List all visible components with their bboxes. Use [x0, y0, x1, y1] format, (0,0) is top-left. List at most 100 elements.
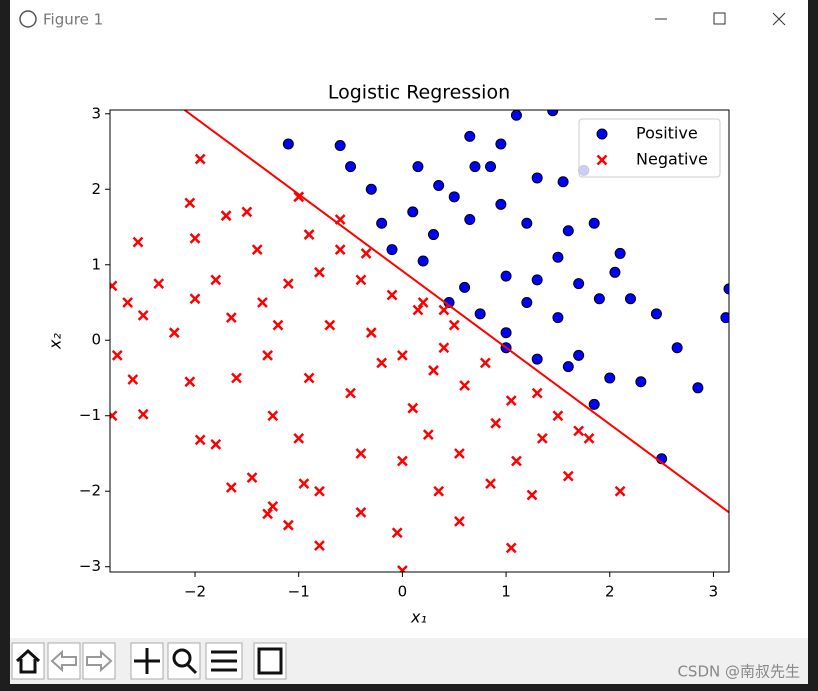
point [365, 183, 377, 195]
point [448, 191, 460, 203]
home-button[interactable] [11, 642, 45, 680]
point [376, 217, 388, 229]
point [454, 448, 465, 459]
point [562, 470, 574, 482]
point [334, 139, 346, 151]
point [407, 206, 419, 218]
point [438, 342, 450, 354]
point [433, 485, 445, 497]
x-axis-label: x₁ [410, 608, 427, 627]
point [531, 172, 543, 184]
point [127, 374, 139, 385]
point [609, 266, 621, 278]
point [397, 455, 408, 467]
y-axis-label: x₂ [46, 332, 65, 349]
point [464, 213, 476, 225]
point [720, 312, 729, 324]
point [604, 372, 616, 384]
point [345, 387, 356, 399]
point [723, 283, 729, 295]
legend-marker [596, 128, 608, 140]
point [386, 289, 398, 301]
window-body [10, 0, 808, 684]
point [334, 244, 346, 256]
point [267, 410, 279, 422]
x-tick-label: −1 [288, 583, 310, 601]
toolbar-icons [15, 647, 283, 675]
point [272, 319, 284, 331]
point [282, 519, 294, 531]
x-tick-label: 2 [605, 583, 615, 601]
point [474, 308, 486, 320]
point [110, 280, 118, 292]
point [552, 410, 564, 422]
point [137, 309, 149, 321]
legend-marker [596, 154, 608, 166]
y-tick-label: 2 [91, 180, 101, 198]
close-button[interactable] [772, 12, 786, 26]
point [614, 247, 626, 259]
point [407, 402, 419, 414]
point [314, 540, 325, 551]
point [448, 319, 460, 331]
x-tick-label: 3 [709, 583, 719, 601]
point [210, 274, 222, 286]
point [293, 432, 305, 444]
point [153, 278, 165, 290]
point [485, 161, 497, 173]
point [562, 361, 574, 373]
point [262, 508, 273, 520]
legend-label: Positive [636, 124, 698, 143]
axes-frame [109, 109, 730, 573]
point [267, 500, 279, 512]
point [184, 197, 196, 209]
point [282, 278, 294, 290]
point [386, 244, 398, 256]
point [282, 138, 294, 150]
point [412, 304, 424, 316]
point [355, 506, 367, 518]
x-tick-label: −2 [184, 583, 206, 601]
point [262, 349, 273, 361]
decision-boundary [182, 110, 729, 514]
plot [110, 110, 729, 572]
point [355, 448, 367, 459]
point [303, 372, 315, 384]
y-tick-label: 1 [91, 255, 101, 273]
point [588, 398, 600, 410]
point [194, 153, 206, 165]
point [547, 110, 559, 117]
point [500, 270, 512, 282]
point [298, 478, 310, 490]
y-tick-label: 0 [91, 331, 101, 349]
point [624, 293, 636, 305]
window-title: Figure 1 [43, 11, 103, 29]
point [505, 542, 517, 554]
point [469, 161, 481, 173]
point [485, 478, 496, 490]
point [417, 255, 429, 267]
point [111, 349, 123, 361]
point [552, 312, 564, 324]
point [573, 278, 585, 290]
watermark: CSDN @南叔先生 [677, 663, 800, 681]
point [479, 357, 491, 369]
point [552, 251, 564, 263]
point [526, 489, 538, 501]
y-tick-label: −3 [79, 557, 101, 575]
maximize-button[interactable] [713, 12, 726, 25]
point [521, 297, 533, 308]
point [189, 232, 201, 244]
x-tick-label: 0 [398, 583, 408, 601]
point [110, 410, 118, 422]
point [397, 565, 408, 572]
point [168, 327, 180, 339]
point [210, 439, 222, 450]
point [194, 434, 206, 446]
point [391, 527, 403, 539]
point [459, 281, 471, 293]
point [345, 161, 357, 173]
point [562, 225, 574, 237]
point [531, 387, 543, 399]
